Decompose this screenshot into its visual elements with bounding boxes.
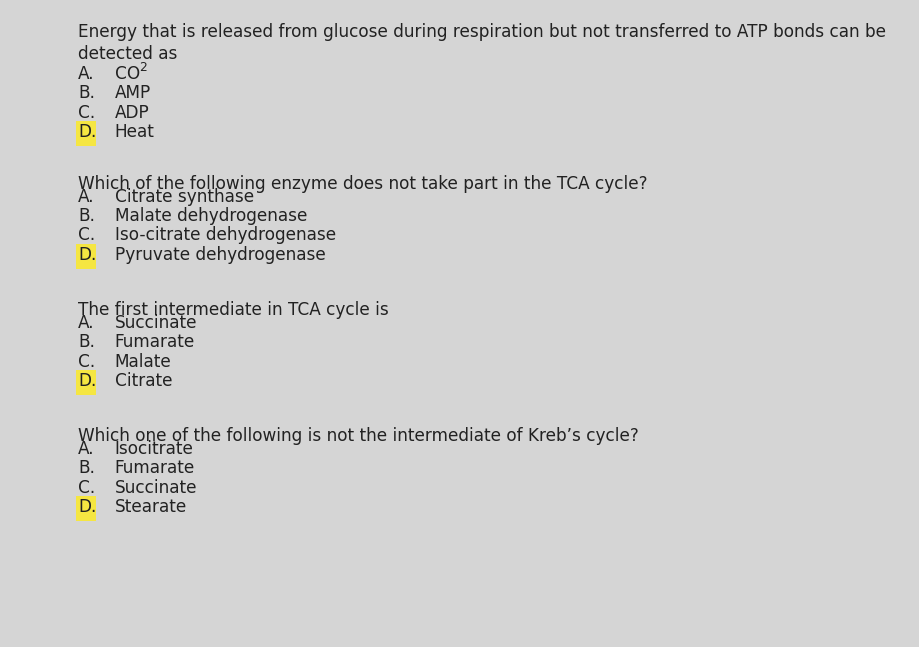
Text: Fumarate: Fumarate [115,459,195,477]
Text: Fumarate: Fumarate [115,333,195,351]
Text: Heat: Heat [115,123,154,141]
Text: Which of the following enzyme does not take part in the TCA cycle?: Which of the following enzyme does not t… [78,175,648,193]
Text: Isocitrate: Isocitrate [115,440,194,458]
Text: Energy that is released from glucose during respiration but not transferred to A: Energy that is released from glucose dur… [78,23,886,63]
Text: Succinate: Succinate [115,479,198,497]
Bar [76,244,96,269]
Text: CO: CO [115,65,140,83]
Text: AMP: AMP [115,84,151,102]
Text: Malate dehydrogenase: Malate dehydrogenase [115,207,307,225]
Bar [76,121,96,146]
Bar [76,370,96,395]
Text: Stearate: Stearate [115,498,187,516]
Text: C.: C. [78,226,96,245]
Text: B.: B. [78,459,95,477]
Text: D.: D. [78,372,96,390]
Text: Malate: Malate [115,353,172,371]
Text: A.: A. [78,65,95,83]
Text: B.: B. [78,84,95,102]
Text: Citrate synthase: Citrate synthase [115,188,254,206]
Text: Pyruvate dehydrogenase: Pyruvate dehydrogenase [115,246,325,264]
Text: D.: D. [78,498,96,516]
Text: D.: D. [78,123,96,141]
Text: B.: B. [78,333,95,351]
Text: The first intermediate in TCA cycle is: The first intermediate in TCA cycle is [78,301,389,319]
Text: A.: A. [78,188,95,206]
Bar [76,496,96,521]
Text: A.: A. [78,314,95,332]
Text: Succinate: Succinate [115,314,198,332]
Text: C.: C. [78,353,96,371]
Text: C.: C. [78,479,96,497]
Text: Citrate: Citrate [115,372,173,390]
Text: ADP: ADP [115,104,150,122]
Text: Which one of the following is not the intermediate of Kreb’s cycle?: Which one of the following is not the in… [78,427,639,445]
Text: B.: B. [78,207,95,225]
Text: D.: D. [78,246,96,264]
Text: C.: C. [78,104,96,122]
Text: A.: A. [78,440,95,458]
Text: 2: 2 [139,61,146,74]
Text: Iso-citrate dehydrogenase: Iso-citrate dehydrogenase [115,226,336,245]
